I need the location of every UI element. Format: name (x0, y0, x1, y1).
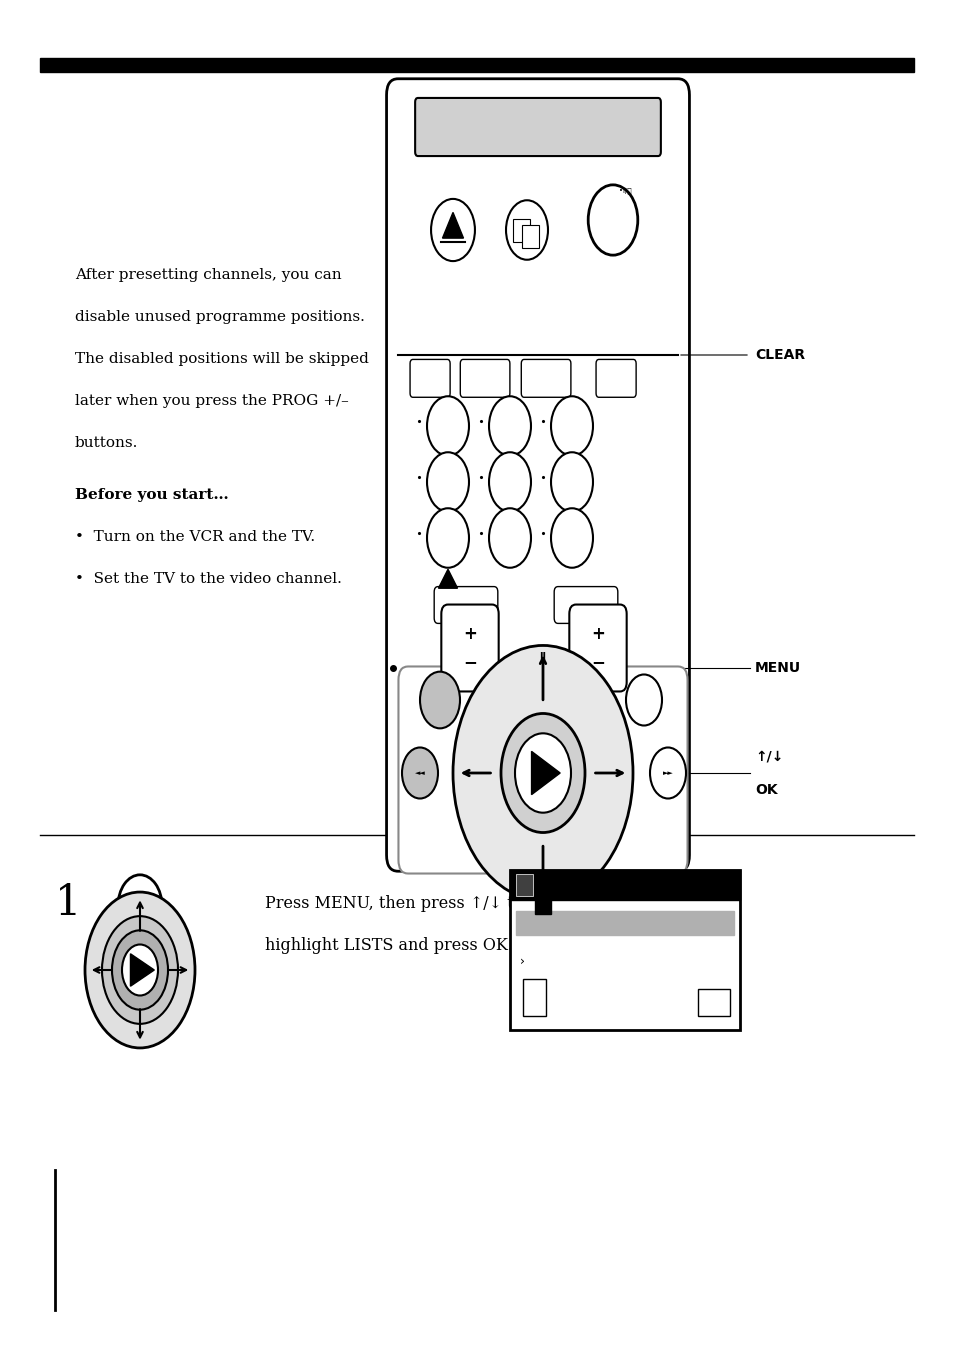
Bar (510, 869, 740, 899)
FancyBboxPatch shape (410, 360, 450, 397)
Text: disable unused programme positions.: disable unused programme positions. (75, 310, 364, 324)
Bar (535, 898, 550, 914)
FancyBboxPatch shape (434, 587, 497, 623)
Text: later when you press the PROG +/–: later when you press the PROG +/– (75, 393, 349, 408)
Circle shape (453, 645, 633, 900)
Polygon shape (131, 953, 154, 986)
Bar (40, 58, 913, 72)
Text: CLEAR: CLEAR (754, 347, 804, 362)
Circle shape (489, 508, 531, 568)
Bar (523, 979, 546, 1017)
Bar (698, 990, 730, 1017)
Circle shape (551, 396, 593, 456)
Circle shape (505, 200, 547, 260)
FancyBboxPatch shape (554, 587, 618, 623)
Text: MENU: MENU (754, 661, 801, 675)
Circle shape (112, 930, 168, 1010)
Circle shape (427, 453, 469, 512)
FancyBboxPatch shape (415, 97, 660, 155)
Text: Press MENU, then press ↑/↓ to: Press MENU, then press ↑/↓ to (265, 895, 522, 913)
FancyBboxPatch shape (596, 360, 636, 397)
Circle shape (427, 508, 469, 568)
Text: −: − (462, 653, 476, 671)
Text: buttons.: buttons. (75, 435, 138, 450)
Text: ↑/↓: ↑/↓ (754, 749, 782, 763)
FancyBboxPatch shape (398, 667, 687, 873)
Text: highlight LISTS and press OK.: highlight LISTS and press OK. (265, 937, 513, 955)
Text: 1: 1 (55, 882, 81, 923)
Circle shape (431, 199, 475, 261)
Polygon shape (438, 569, 457, 588)
Polygon shape (442, 212, 463, 238)
FancyBboxPatch shape (459, 360, 509, 397)
Polygon shape (531, 752, 559, 795)
Text: OK: OK (754, 783, 777, 796)
Circle shape (118, 875, 162, 937)
Bar (516, 873, 533, 895)
Text: ►►: ►► (662, 771, 673, 776)
Text: •  Turn on the VCR and the TV.: • Turn on the VCR and the TV. (75, 530, 314, 544)
Text: •  Set the TV to the video channel.: • Set the TV to the video channel. (75, 572, 341, 585)
Circle shape (551, 508, 593, 568)
Text: Before you start…: Before you start… (75, 488, 229, 502)
Text: ›: › (519, 955, 524, 968)
FancyBboxPatch shape (386, 78, 689, 871)
Text: After presetting channels, you can: After presetting channels, you can (75, 268, 341, 283)
Text: −: − (591, 653, 604, 671)
Circle shape (419, 672, 459, 729)
Text: ◄◄: ◄◄ (415, 771, 425, 776)
Text: +: + (591, 626, 604, 644)
FancyBboxPatch shape (569, 604, 626, 691)
Circle shape (401, 748, 437, 799)
Text: II: II (539, 652, 546, 661)
Bar (521, 224, 538, 247)
Circle shape (427, 396, 469, 456)
Circle shape (122, 945, 158, 995)
Bar (512, 219, 529, 242)
Circle shape (588, 185, 638, 256)
Bar (510, 869, 740, 1030)
Circle shape (500, 714, 584, 833)
Text: The disabled positions will be skipped: The disabled positions will be skipped (75, 352, 369, 366)
Circle shape (102, 917, 178, 1023)
FancyBboxPatch shape (441, 604, 498, 691)
Text: +: + (462, 626, 476, 644)
Bar (516, 910, 734, 934)
Circle shape (625, 675, 661, 726)
Text: •I/⌛: •I/⌛ (618, 187, 631, 193)
FancyBboxPatch shape (520, 360, 570, 397)
Circle shape (489, 453, 531, 512)
Circle shape (551, 453, 593, 512)
Circle shape (85, 892, 194, 1048)
Circle shape (489, 396, 531, 456)
Circle shape (649, 748, 685, 799)
Circle shape (515, 733, 571, 813)
